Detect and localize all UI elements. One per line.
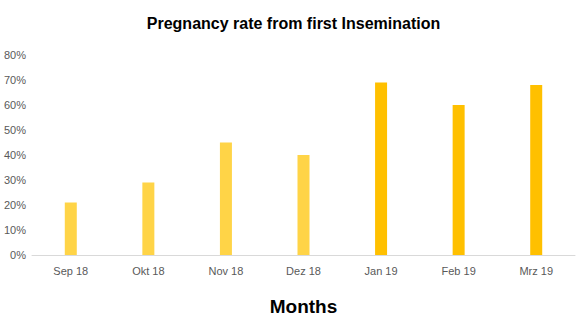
svg-text:40%: 40% xyxy=(4,149,26,161)
svg-text:50%: 50% xyxy=(4,124,26,136)
svg-text:Nov 18: Nov 18 xyxy=(208,265,243,277)
svg-text:0%: 0% xyxy=(10,249,26,261)
svg-text:Sep 18: Sep 18 xyxy=(53,265,88,277)
svg-text:60%: 60% xyxy=(4,99,26,111)
svg-text:80%: 80% xyxy=(4,49,26,61)
svg-text:Months: Months xyxy=(270,296,338,317)
svg-text:Feb 19: Feb 19 xyxy=(442,265,476,277)
svg-text:20%: 20% xyxy=(4,199,26,211)
svg-text:Mrz 19: Mrz 19 xyxy=(519,265,553,277)
svg-text:30%: 30% xyxy=(4,174,26,186)
svg-text:Jan 19: Jan 19 xyxy=(365,265,398,277)
svg-text:70%: 70% xyxy=(4,74,26,86)
svg-text:10%: 10% xyxy=(4,224,26,236)
svg-text:Dez 18: Dez 18 xyxy=(286,265,321,277)
svg-text:Okt 18: Okt 18 xyxy=(132,265,164,277)
svg-text:Pregnancy rate from first Inse: Pregnancy rate from first Insemination xyxy=(147,15,440,32)
